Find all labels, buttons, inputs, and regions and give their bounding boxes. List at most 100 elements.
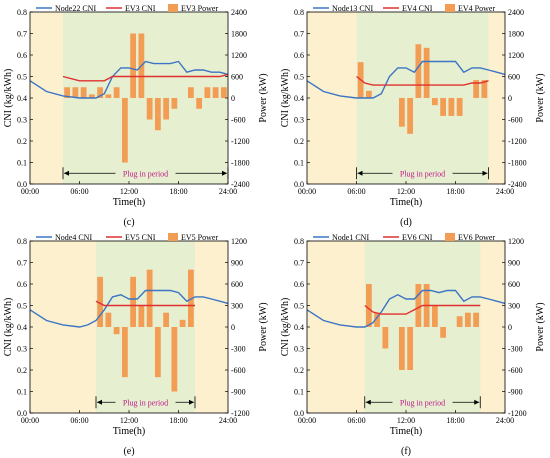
x-tick-label: 24:00 bbox=[219, 416, 237, 425]
y-tick-label: 0.4 bbox=[294, 323, 304, 332]
y2-tick-label: -600 bbox=[508, 116, 523, 125]
x-axis-label: Time(h) bbox=[113, 426, 145, 437]
panel-caption: (d) bbox=[400, 217, 412, 228]
legend-ev-label: EV5 CNI bbox=[125, 233, 156, 242]
y2-tick-label: 2400 bbox=[508, 8, 524, 17]
y-tick-label: 0.5 bbox=[17, 302, 27, 311]
y2-tick-label: -300 bbox=[508, 345, 523, 354]
y2-tick-label: 0 bbox=[508, 94, 512, 103]
y-axis-label: CNI (kg/kWh) bbox=[3, 298, 14, 357]
y-tick-label: 0.2 bbox=[294, 366, 304, 375]
power-bar bbox=[121, 327, 128, 378]
y2-tick-label: -1200 bbox=[231, 409, 250, 418]
plug-period-label: Plug in period bbox=[400, 398, 445, 407]
x-tick-label: 00:00 bbox=[21, 416, 39, 425]
y2-tick-label: 900 bbox=[508, 259, 520, 268]
x-axis-label: Time(h) bbox=[113, 197, 145, 208]
power-bar bbox=[415, 284, 422, 327]
chart-panel-2: 0.0 0.1 0.2 0.3 0.4 0.5 0.6 0.7 0.8 -2400 -1800 -12… bbox=[280, 4, 546, 228]
y-tick-label: 0.2 bbox=[17, 366, 27, 375]
power-bar bbox=[105, 312, 112, 327]
legend-power-swatch bbox=[168, 4, 178, 12]
power-bar bbox=[220, 87, 227, 98]
y2-tick-label: -600 bbox=[508, 366, 523, 375]
y2-tick-label: 1800 bbox=[231, 30, 247, 39]
plug-arrowhead-right bbox=[474, 399, 480, 405]
y2-tick-label: 1200 bbox=[508, 51, 524, 60]
power-bar bbox=[365, 90, 372, 98]
legend-power-label: EV4 Power bbox=[458, 4, 495, 13]
power-bar bbox=[473, 312, 480, 327]
y-tick-label: 0.8 bbox=[17, 237, 27, 246]
power-bar bbox=[80, 87, 87, 98]
x-tick-label: 24:00 bbox=[496, 416, 514, 425]
y-tick-label: 0.3 bbox=[17, 345, 27, 354]
y2-tick-label: 900 bbox=[231, 259, 243, 268]
legend-ev-label: EV3 CNI bbox=[125, 4, 156, 13]
power-bar bbox=[130, 33, 137, 98]
y-tick-label: 0.6 bbox=[294, 280, 304, 289]
y-tick-label: 0.6 bbox=[17, 51, 27, 60]
plug-period-region bbox=[356, 12, 489, 184]
y-tick-label: 0.1 bbox=[17, 159, 27, 168]
legend-power-swatch bbox=[168, 233, 178, 241]
power-bar bbox=[163, 312, 170, 327]
power-bar bbox=[464, 312, 471, 327]
y-tick-label: 0.4 bbox=[294, 94, 304, 103]
power-bar bbox=[97, 276, 104, 327]
y-tick-label: 0.4 bbox=[17, 323, 27, 332]
plug-period-region bbox=[96, 241, 195, 413]
power-bar bbox=[88, 94, 95, 98]
ev-cni-line bbox=[95, 300, 195, 307]
y2-axis-label: Power (kW) bbox=[535, 73, 546, 122]
node-cni-line bbox=[29, 60, 229, 99]
node-cni-line bbox=[306, 289, 506, 328]
legend-ev-label: EV6 CNI bbox=[402, 233, 433, 242]
power-bar bbox=[407, 98, 414, 134]
y2-axis-label: Power (kW) bbox=[258, 302, 269, 351]
y-tick-label: 0.2 bbox=[294, 137, 304, 146]
plug-arrowhead-left bbox=[365, 399, 371, 405]
legend-node-label: Node1 CNI bbox=[332, 233, 369, 242]
y-tick-label: 0.8 bbox=[17, 8, 27, 17]
y-tick-label: 0.6 bbox=[17, 280, 27, 289]
y2-tick-label: 0 bbox=[231, 94, 235, 103]
plug-arrowhead-left bbox=[64, 170, 69, 176]
y2-tick-label: -1800 bbox=[508, 159, 527, 168]
panel-caption: (f) bbox=[401, 446, 411, 457]
y2-tick-label: -2400 bbox=[508, 180, 527, 189]
x-tick-label: 00:00 bbox=[298, 416, 316, 425]
power-bar bbox=[187, 87, 194, 98]
power-bar bbox=[440, 98, 447, 116]
y2-tick-label: 1200 bbox=[231, 237, 247, 246]
power-bar bbox=[154, 327, 161, 378]
power-bar bbox=[365, 284, 372, 327]
x-tick-label: 12:00 bbox=[397, 416, 415, 425]
plug-arrowhead-right bbox=[222, 170, 227, 176]
y2-tick-label: -1200 bbox=[231, 137, 250, 146]
plug-arrowhead-left bbox=[97, 399, 102, 405]
legend-power-label: EV3 Power bbox=[181, 4, 218, 13]
y2-tick-label: 600 bbox=[231, 280, 243, 289]
node-cni-line bbox=[306, 60, 506, 99]
y2-tick-label: 1200 bbox=[508, 237, 524, 246]
power-bar bbox=[64, 87, 71, 98]
x-tick-label: 12:00 bbox=[120, 416, 138, 425]
y-tick-label: 0.0 bbox=[17, 409, 27, 418]
legend-node-label: Node22 CNI bbox=[55, 4, 96, 13]
y2-axis-label: Power (kW) bbox=[535, 302, 546, 351]
node-cni-line bbox=[29, 289, 229, 328]
y-tick-label: 0.6 bbox=[294, 51, 304, 60]
power-bar bbox=[481, 80, 488, 98]
power-bar bbox=[431, 98, 438, 106]
y-tick-label: 0.3 bbox=[17, 116, 27, 125]
power-bar bbox=[179, 319, 186, 327]
plug-period-label: Plug in period bbox=[123, 169, 168, 178]
x-tick-label: 00:00 bbox=[298, 187, 316, 196]
y2-tick-label: 300 bbox=[231, 302, 243, 311]
plug-arrowhead-left bbox=[357, 170, 363, 176]
y-tick-label: 0.7 bbox=[294, 30, 304, 39]
y-tick-label: 0.7 bbox=[17, 259, 27, 268]
plug-period-label: Plug in period bbox=[123, 398, 168, 407]
y-tick-label: 0.5 bbox=[17, 73, 27, 82]
